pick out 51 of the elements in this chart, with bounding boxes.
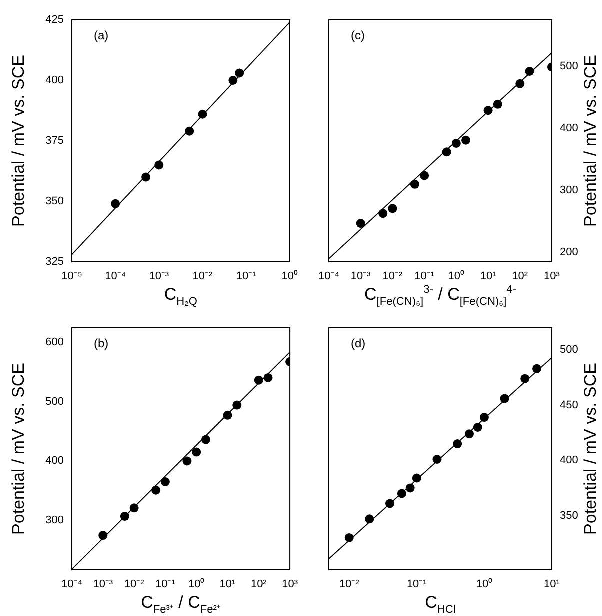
- y-tick-label: 300: [46, 514, 64, 527]
- x-tick-label: 10⁻¹: [155, 578, 176, 591]
- y2-tick-label: 500: [560, 60, 578, 73]
- y-tick-label: 600: [46, 336, 64, 348]
- y2-tick-label: 500: [560, 344, 578, 356]
- x-tick-label: 10⁰: [188, 578, 205, 591]
- annotation: (a): [94, 28, 109, 42]
- y-tick-label: 400: [46, 74, 64, 87]
- annotation: (c): [351, 28, 365, 42]
- x-tick-label: 10¹: [220, 578, 236, 591]
- x-tick-label: 10⁻³: [93, 578, 114, 591]
- y2-tick-label: 300: [560, 184, 578, 197]
- y-tick-label: 350: [46, 196, 64, 208]
- y-axis-title: Potential / mV vs. SCE: [9, 363, 28, 535]
- x-tick-label: 10⁻⁴: [105, 270, 126, 283]
- x-tick-label: 10³: [544, 270, 560, 283]
- y2-axis-title: Potential / mV vs. SCE: [581, 55, 600, 227]
- y2-tick-label: 400: [560, 122, 578, 135]
- annotation: (b): [94, 336, 109, 350]
- x-tick-label: 10⁻³: [149, 270, 170, 283]
- x-tick-label: 10⁻¹: [236, 270, 257, 283]
- y-tick-label: 325: [46, 256, 64, 268]
- x-tick-label: 10⁻¹: [406, 578, 428, 591]
- x-tick-label: 10⁻²: [382, 270, 403, 283]
- y-tick-label: 375: [46, 135, 64, 148]
- y-axis-title: Potential / mV vs. SCE: [9, 55, 28, 227]
- x-tick-label: 10⁰: [448, 270, 465, 283]
- y2-tick-label: 200: [560, 246, 578, 259]
- x-tick-label: 10⁻²: [339, 578, 360, 591]
- x-tick-label: 10⁻²: [192, 270, 214, 283]
- x-tick-label: 10⁰: [282, 270, 298, 283]
- y2-tick-label: 400: [560, 454, 578, 467]
- x-tick-label: 10²: [250, 578, 268, 591]
- y2-tick-label: 450: [560, 399, 578, 412]
- x-tick-label: 10⁻⁴: [62, 578, 83, 591]
- x-tick-label: 10⁰: [476, 578, 493, 591]
- y-tick-label: 425: [46, 14, 64, 26]
- x-tick-label: 10¹: [480, 270, 497, 283]
- y2-tick-label: 350: [560, 510, 578, 522]
- x-tick-label: 10⁻⁴: [318, 270, 340, 283]
- x-tick-label: 10¹: [544, 578, 560, 591]
- annotation: (d): [351, 336, 366, 350]
- y2-axis-title: Potential / mV vs. SCE: [581, 363, 600, 535]
- y-tick-label: 400: [46, 455, 64, 468]
- x-tick-label: 10⁻²: [124, 578, 145, 591]
- x-tick-label: 10²: [512, 270, 528, 283]
- y-tick-label: 500: [46, 396, 64, 408]
- x-tick-label: 10⁻¹: [414, 270, 435, 283]
- x-tick-label: 10⁻⁵: [62, 270, 82, 283]
- x-tick-label: 10³: [282, 578, 298, 591]
- x-tick-label: 10⁻³: [350, 270, 372, 283]
